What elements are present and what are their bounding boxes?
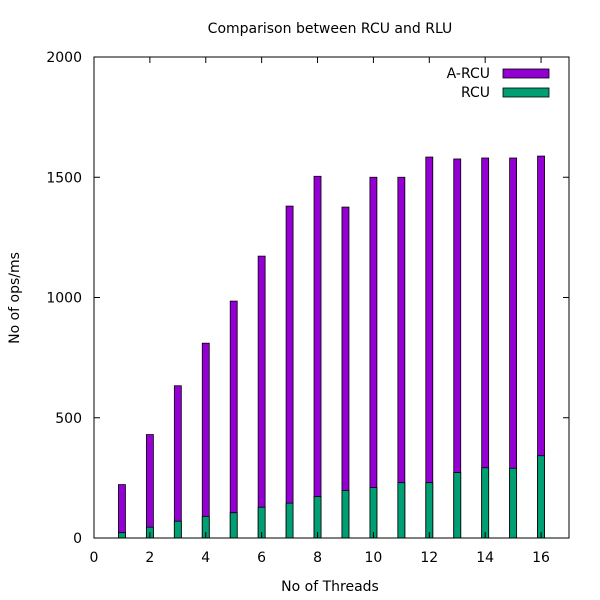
legend-label-rcu: RCU (461, 85, 490, 101)
bar-rcu-12 (425, 482, 434, 539)
legend-swatch-rcu (502, 87, 550, 98)
legend-label-a-rcu: A-RCU (447, 66, 490, 82)
bar-rcu-3 (173, 520, 182, 539)
axes-layer: 0 2 4 6 8 10 12 14 16 0 500 1000 1500 2000 (46, 50, 570, 566)
bar-rcu-15 (509, 467, 518, 539)
x-axis-label: No of Threads (281, 579, 379, 595)
y-tick-label-1000: 1000 (46, 291, 82, 307)
y-tick-label-0: 0 (73, 531, 82, 547)
x-tick-label-8: 8 (313, 550, 322, 566)
bar-rcu-1 (118, 532, 126, 539)
bar-a-rcu-6 (257, 255, 266, 539)
bar-a-rcu-9 (341, 206, 350, 539)
legend: A-RCU RCU (447, 66, 550, 101)
bar-a-rcu-7 (285, 205, 294, 539)
bar-rcu-14 (481, 467, 490, 539)
bar-a-rcu-3 (173, 385, 182, 539)
bar-rcu-8 (313, 496, 322, 539)
chart-title: Comparison between RCU and RLU (208, 21, 453, 37)
x-tick-label-12: 12 (420, 550, 438, 566)
bar-rcu-16 (537, 455, 545, 539)
bar-rcu-5 (229, 512, 238, 539)
bar-a-rcu-4 (201, 342, 210, 539)
bar-a-rcu-8 (313, 175, 322, 539)
bar-a-rcu-10 (369, 176, 378, 539)
bar-rcu-13 (453, 472, 462, 539)
bars-layer (118, 155, 545, 539)
x-tick-label-14: 14 (476, 550, 494, 566)
y-axis-label: No of ops/ms (7, 252, 23, 344)
y-tick-label-2000: 2000 (46, 50, 82, 66)
legend-swatch-a-rcu (502, 68, 550, 79)
bar-rcu-11 (397, 482, 406, 539)
x-tick-label-16: 16 (532, 550, 550, 566)
y-tick-label-500: 500 (55, 411, 82, 427)
x-tick-label-4: 4 (201, 550, 210, 566)
bar-a-rcu-2 (145, 434, 154, 539)
bar-a-rcu-1 (118, 484, 126, 539)
x-tick-label-2: 2 (145, 550, 154, 566)
x-tick-label-6: 6 (257, 550, 266, 566)
bar-a-rcu-12 (425, 156, 434, 539)
x-tick-label-10: 10 (364, 550, 382, 566)
plot-frame (93, 56, 570, 539)
bar-a-rcu-5 (229, 300, 238, 539)
bar-rcu-10 (369, 487, 378, 539)
x-tick-label-0: 0 (90, 550, 99, 566)
y-tick-label-1500: 1500 (46, 170, 82, 186)
bar-rcu-7 (285, 502, 294, 539)
bar-rcu-9 (341, 489, 350, 539)
